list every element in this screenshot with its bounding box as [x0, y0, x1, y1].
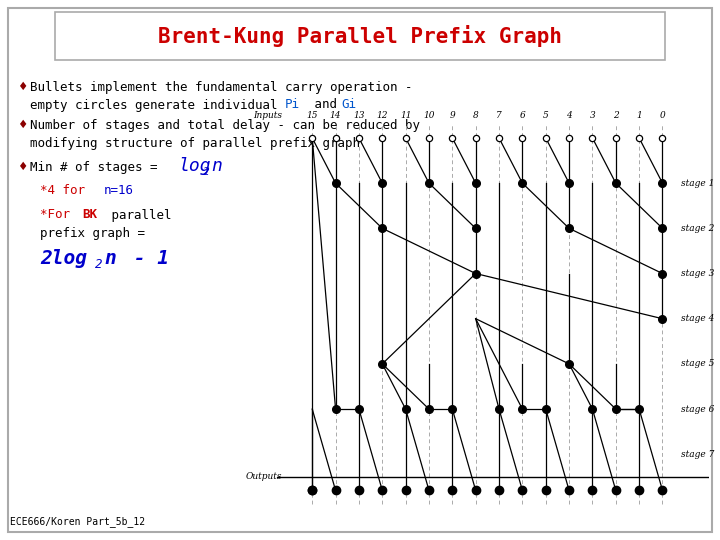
- Text: 9: 9: [449, 111, 455, 120]
- FancyBboxPatch shape: [55, 12, 665, 60]
- Text: 2: 2: [613, 111, 618, 120]
- Text: stage 4: stage 4: [681, 314, 714, 323]
- Text: 4: 4: [566, 111, 572, 120]
- Text: modifying structure of parallel prefix graph: modifying structure of parallel prefix g…: [30, 137, 360, 150]
- Text: 13: 13: [354, 111, 364, 120]
- Text: Min # of stages =: Min # of stages =: [30, 160, 165, 173]
- Text: 14: 14: [330, 111, 341, 120]
- Text: 8: 8: [473, 111, 479, 120]
- Text: 5: 5: [543, 111, 549, 120]
- Text: parallel: parallel: [104, 208, 171, 221]
- Text: *For: *For: [40, 208, 78, 221]
- Text: ♦: ♦: [18, 118, 27, 132]
- Text: 2: 2: [95, 259, 102, 272]
- Text: Pi: Pi: [285, 98, 300, 111]
- Text: stage 3: stage 3: [681, 269, 714, 278]
- Text: 12: 12: [377, 111, 388, 120]
- Text: Inputs: Inputs: [253, 111, 282, 120]
- Text: 0: 0: [660, 111, 665, 120]
- Text: n: n: [104, 248, 116, 267]
- Text: Brent-Kung Parallel Prefix Graph: Brent-Kung Parallel Prefix Graph: [158, 25, 562, 47]
- Text: ♦: ♦: [18, 80, 27, 94]
- Text: 3: 3: [590, 111, 595, 120]
- Text: stage 5: stage 5: [681, 360, 714, 368]
- Text: 15: 15: [307, 111, 318, 120]
- Text: n: n: [211, 157, 222, 175]
- Text: 1: 1: [636, 111, 642, 120]
- Text: Bullets implement the fundamental carry operation -: Bullets implement the fundamental carry …: [30, 80, 413, 93]
- Text: 7: 7: [496, 111, 502, 120]
- Text: 6: 6: [520, 111, 526, 120]
- Text: Gi: Gi: [341, 98, 356, 111]
- Text: log: log: [178, 157, 211, 175]
- Text: *4 for: *4 for: [40, 184, 92, 197]
- Text: 10: 10: [423, 111, 435, 120]
- Text: prefix graph =: prefix graph =: [40, 226, 145, 240]
- Text: stage 1: stage 1: [681, 179, 714, 188]
- Text: stage 2: stage 2: [681, 224, 714, 233]
- Text: n=16: n=16: [104, 184, 134, 197]
- Text: BK: BK: [82, 208, 97, 221]
- Text: Outputs: Outputs: [246, 472, 282, 481]
- Text: - 1: - 1: [122, 248, 169, 267]
- Text: 11: 11: [400, 111, 411, 120]
- Text: ECE666/Koren Part_5b_12: ECE666/Koren Part_5b_12: [10, 517, 145, 528]
- Text: 2: 2: [203, 167, 210, 177]
- Text: Number of stages and total delay - can be reduced by: Number of stages and total delay - can b…: [30, 118, 420, 132]
- Text: ♦: ♦: [18, 160, 27, 174]
- Text: and: and: [307, 98, 344, 111]
- Text: stage 7: stage 7: [681, 450, 714, 459]
- Text: 2log: 2log: [40, 248, 87, 267]
- Text: stage 6: stage 6: [681, 404, 714, 414]
- FancyBboxPatch shape: [8, 8, 712, 532]
- Text: empty circles generate individual: empty circles generate individual: [30, 98, 285, 111]
